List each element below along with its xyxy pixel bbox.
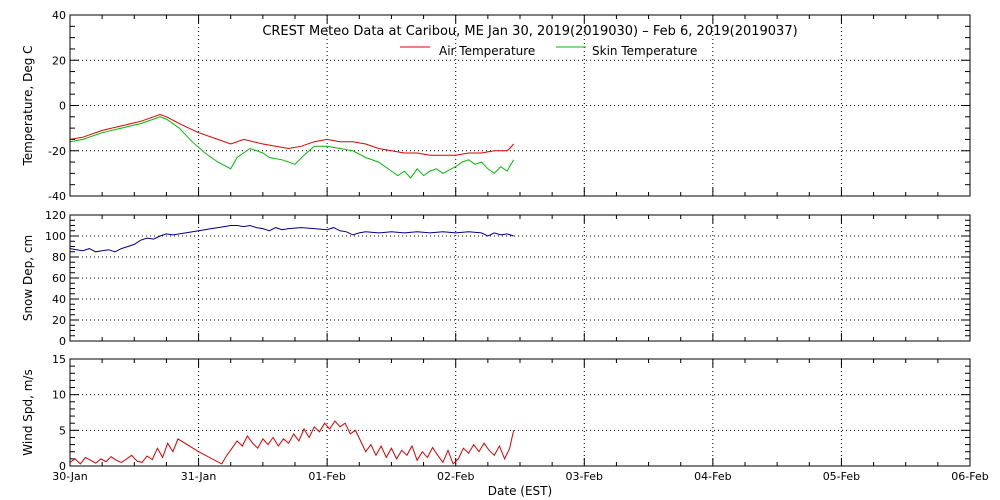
x-tick-label: 06-Feb	[951, 470, 988, 483]
series-line-air-temperature	[69, 113, 514, 156]
y-axis-label: Wind Spd, m/s	[21, 369, 35, 455]
y-tick-label: 60	[52, 272, 66, 285]
x-tick-label: 04-Feb	[694, 470, 731, 483]
y-tick-label: 20	[52, 54, 66, 67]
y-tick-label: 40	[52, 9, 66, 22]
panel-frame	[69, 358, 971, 467]
series-line-skin-temperature	[69, 116, 515, 179]
chart-legend: Air Temperature Skin Temperature	[400, 44, 697, 58]
y-tick-label: 0	[59, 460, 66, 473]
y-tick-label: -40	[48, 190, 66, 203]
y-tick-label: 40	[52, 293, 66, 306]
panel-frame	[69, 214, 971, 342]
x-tick-label: 02-Feb	[437, 470, 474, 483]
y-tick-label: 20	[52, 314, 66, 327]
y-tick-label: 120	[45, 209, 66, 222]
y-axis-label: Temperature, Deg C	[21, 45, 35, 166]
x-axis-label: Date (EST)	[488, 484, 552, 498]
series-line-panel2-series-0	[69, 224, 514, 253]
y-tick-label: 0	[59, 335, 66, 348]
panel-1: -40 -20 0 20 40 Temperature, Deg C	[21, 9, 971, 203]
x-tick-label: 01-Feb	[308, 470, 345, 483]
legend-label-skin-temperature: Skin Temperature	[592, 44, 697, 58]
y-tick-label: 100	[45, 230, 66, 243]
chart-title: CREST Meteo Data at Caribou, ME Jan 30, …	[262, 24, 797, 39]
y-axis-label: Snow Dep, cm	[21, 235, 35, 321]
x-tick-label: 03-Feb	[566, 470, 603, 483]
panel-3: 0 5 10 15 Wind Spd, m/s 30-Jan 31-Jan 01-Feb 02-…	[21, 353, 989, 483]
y-tick-label: 5	[59, 424, 66, 437]
panel-2: 0 20 40 60 80 100 120 Snow Dep, cm	[21, 209, 971, 348]
y-tick-label: 15	[52, 353, 66, 366]
x-tick-label: 30-Jan	[52, 470, 88, 483]
x-tick-label: 05-Feb	[823, 470, 860, 483]
series-line-panel3-series-0	[69, 420, 515, 465]
x-tick-label: 31-Jan	[181, 470, 217, 483]
panel-frame	[69, 14, 971, 197]
y-tick-label: 0	[59, 100, 66, 113]
legend-label-air-temperature: Air Temperature	[439, 44, 535, 58]
y-tick-label: 10	[52, 389, 66, 402]
y-tick-label: -20	[48, 145, 66, 158]
y-tick-label: 80	[52, 251, 66, 264]
